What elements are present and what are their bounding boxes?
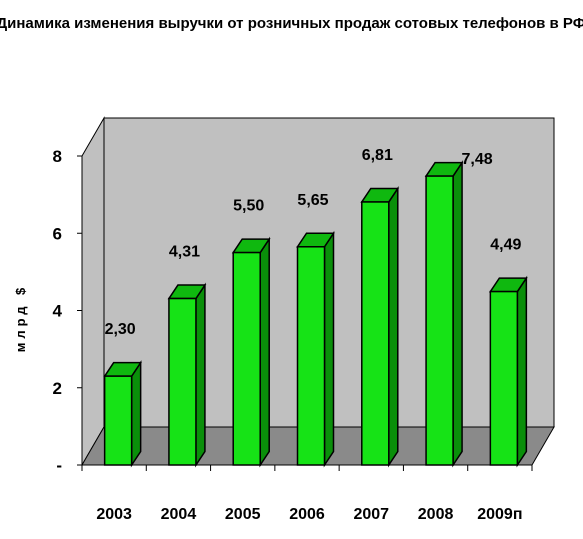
chart-title: Динамика изменения выручки от розничных … (0, 15, 583, 32)
bar-side (516, 275, 528, 468)
x-tick-label: 2008 (418, 506, 454, 523)
bars (103, 160, 528, 468)
bar-front (425, 175, 454, 466)
bar-side (130, 360, 142, 468)
side-wall (81, 116, 105, 467)
x-tick-label: 2006 (289, 506, 325, 523)
data-label: 4,49 (490, 237, 521, 254)
y-tick-label: 2 (53, 379, 62, 398)
bar-side (259, 236, 270, 468)
bar-front (168, 297, 197, 466)
data-labels: 2,30 4,31 5,50 5,65 6,81 7,48 4,49 (105, 147, 522, 338)
bar-front (232, 251, 261, 466)
bar-side (388, 185, 399, 468)
x-axis: 2003 2004 2005 2006 2007 2008 2009п (96, 506, 522, 523)
data-label: 5,65 (297, 192, 328, 209)
bar-2003 (103, 360, 143, 468)
x-tick-label: 2003 (96, 506, 132, 523)
bar-2009п (488, 275, 528, 468)
y-tick-label: 4 (53, 302, 63, 321)
bar-front (489, 290, 519, 466)
bar-side (452, 160, 463, 468)
bar-front (361, 201, 390, 466)
bar-2006 (296, 230, 335, 468)
x-tick-label: 2005 (225, 506, 261, 523)
data-label: 6,81 (362, 147, 393, 164)
x-tick-label: 2009п (477, 506, 522, 523)
bar-side (195, 282, 206, 468)
y-tick-label: - (56, 456, 62, 475)
x-tick-label: 2007 (353, 506, 389, 523)
x-tick-label: 2004 (161, 506, 197, 523)
data-label: 4,31 (169, 244, 200, 261)
bar-front (296, 246, 326, 466)
bar-2005 (231, 236, 271, 468)
data-label: 5,50 (233, 198, 264, 215)
bar-side (323, 230, 335, 468)
data-label: 2,30 (105, 321, 136, 338)
y-axis-label: млрд $ (13, 284, 28, 353)
data-label: 7,48 (462, 151, 493, 168)
bar-2007 (360, 185, 400, 468)
y-tick-label: 6 (53, 224, 62, 243)
bar-front (103, 375, 133, 466)
bar-2004 (167, 282, 207, 468)
bar-2008 (424, 160, 464, 468)
y-tick-label: 8 (53, 147, 62, 166)
